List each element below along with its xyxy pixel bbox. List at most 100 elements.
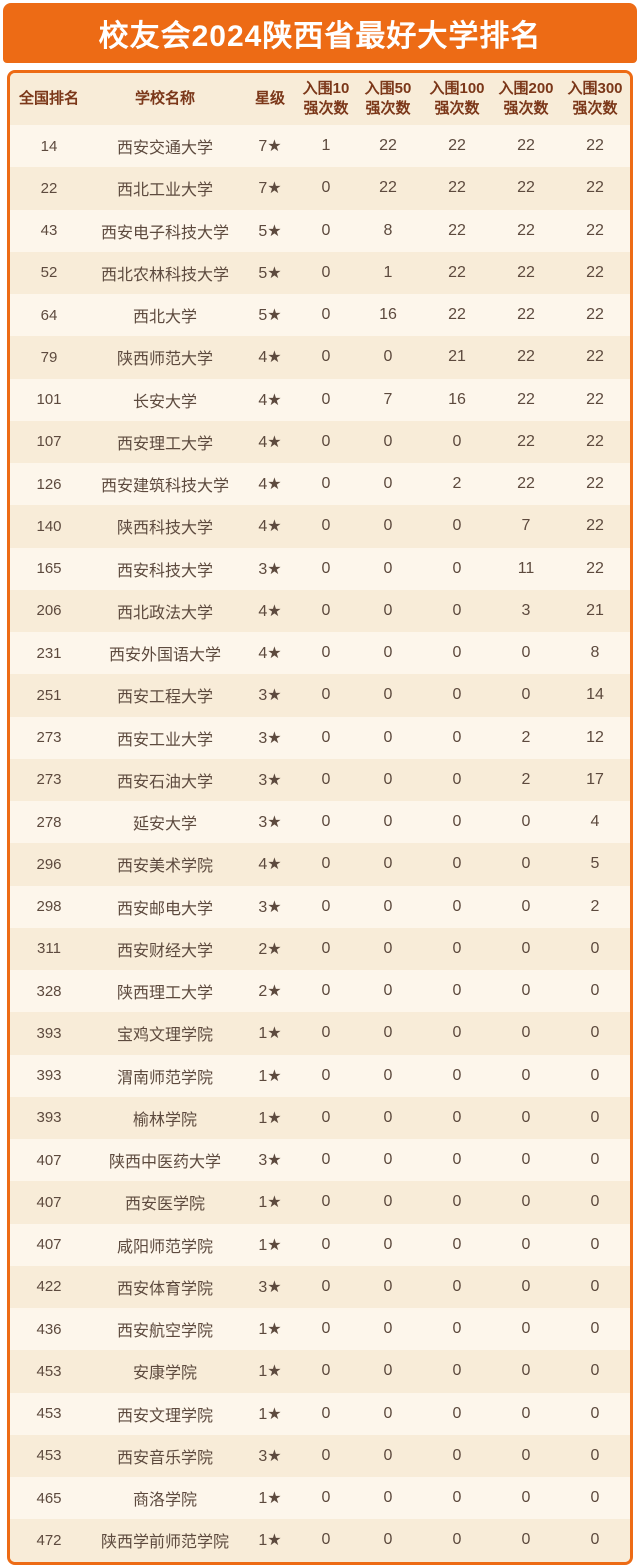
top10-count-cell: 0 (321, 897, 331, 915)
top300-count-cell: 12 (586, 728, 604, 746)
top100-count-cell: 0 (452, 1446, 462, 1464)
school-name-cell: 西安医学院 (124, 1196, 205, 1214)
top10-count-cell: 0 (321, 1320, 331, 1338)
school-name-cell: 西安理工大学 (116, 435, 213, 453)
top50-count-cell: 0 (383, 1446, 393, 1464)
top50-count-cell: 0 (383, 559, 393, 577)
top200-count-cell: 0 (521, 1235, 531, 1253)
column-header-top10-count: 入围10 强次数 (302, 80, 350, 117)
top100-count-cell: 0 (452, 1235, 462, 1253)
school-name-cell: 陕西中医药大学 (108, 1154, 221, 1172)
school-name-cell: 安康学院 (132, 1365, 197, 1383)
star-level-cell: 4★ (258, 518, 282, 536)
star-level-cell: 3★ (258, 729, 282, 747)
star-level-cell: 1★ (258, 1194, 282, 1212)
top50-count-cell: 8 (383, 221, 393, 239)
star-level-cell: 1★ (258, 1109, 282, 1127)
top50-count-cell: 0 (383, 517, 393, 535)
school-name-cell: 榆林学院 (132, 1111, 197, 1129)
column-header-top300-count: 入围300 强次数 (567, 80, 623, 117)
top200-count-cell: 0 (521, 1320, 531, 1338)
top200-count-cell: 22 (517, 432, 535, 450)
top200-count-cell: 0 (521, 644, 531, 662)
star-level-cell: 3★ (258, 1447, 282, 1465)
rank-cell: 273 (36, 771, 62, 789)
top10-count-cell: 0 (321, 1151, 331, 1169)
top300-count-cell: 0 (590, 1235, 600, 1253)
top50-count-cell: 0 (383, 1489, 393, 1507)
top100-count-cell: 0 (452, 432, 462, 450)
rank-cell: 453 (36, 1362, 62, 1380)
top50-count-cell: 0 (383, 686, 393, 704)
top200-count-cell: 22 (517, 179, 535, 197)
top50-count-cell: 0 (383, 475, 393, 493)
top50-count-cell: 0 (383, 1151, 393, 1169)
table-row: 311 西安财经大学 2★ 0 0 0 0 0 (10, 927, 630, 970)
school-name-cell: 西安音乐学院 (116, 1449, 213, 1467)
top200-count-cell: 22 (517, 475, 535, 493)
top100-count-cell: 0 (452, 1151, 462, 1169)
top100-count-cell: 0 (452, 1404, 462, 1422)
top200-count-cell: 3 (521, 601, 531, 619)
top300-count-cell: 0 (590, 1193, 600, 1211)
rank-cell: 407 (36, 1193, 62, 1211)
top200-count-cell: 22 (517, 263, 535, 281)
table-row: 126 西安建筑科技大学 4★ 0 0 2 22 22 (10, 463, 630, 506)
rank-cell: 393 (36, 1067, 62, 1085)
top10-count-cell: 0 (321, 432, 331, 450)
top10-count-cell: 0 (321, 559, 331, 577)
top50-count-cell: 22 (379, 179, 397, 197)
top200-count-cell: 0 (521, 1404, 531, 1422)
top50-count-cell: 0 (383, 1235, 393, 1253)
top200-count-cell: 0 (521, 686, 531, 704)
star-level-cell: 7★ (258, 138, 282, 156)
top100-count-cell: 22 (448, 306, 466, 324)
rank-cell: 231 (36, 644, 62, 662)
rank-cell: 251 (36, 686, 62, 704)
top50-count-cell: 0 (383, 644, 393, 662)
rank-cell: 278 (36, 813, 62, 831)
star-level-cell: 5★ (258, 264, 282, 282)
school-name-cell: 陕西学前师范学院 (100, 1534, 229, 1552)
school-name-cell: 西安电子科技大学 (100, 224, 229, 242)
page-title: 校友会2024陕西省最好大学排名 (98, 20, 542, 53)
star-level-cell: 4★ (258, 349, 282, 367)
star-level-cell: 4★ (258, 433, 282, 451)
top300-count-cell: 0 (590, 1404, 600, 1422)
star-level-cell: 5★ (258, 307, 282, 325)
star-level-cell: 2★ (258, 940, 282, 958)
title-banner: 校友会2024陕西省最好大学排名 (3, 3, 637, 63)
top200-count-cell: 22 (517, 221, 535, 239)
top50-count-cell: 0 (383, 939, 393, 957)
school-name-cell: 宝鸡文理学院 (116, 1027, 213, 1045)
top10-count-cell: 0 (321, 728, 331, 746)
top300-count-cell: 8 (590, 644, 600, 662)
top100-count-cell: 0 (452, 686, 462, 704)
rank-cell: 407 (36, 1151, 62, 1169)
top100-count-cell: 0 (452, 1489, 462, 1507)
school-name-cell: 西北农林科技大学 (100, 266, 229, 284)
column-header-top50-count: 入围50 强次数 (364, 80, 412, 117)
top300-count-cell: 5 (590, 855, 600, 873)
top100-count-cell: 0 (452, 982, 462, 1000)
school-name-cell: 西安财经大学 (116, 942, 213, 960)
star-level-cell: 1★ (258, 1236, 282, 1254)
top200-count-cell: 2 (521, 728, 531, 746)
top10-count-cell: 0 (321, 179, 331, 197)
rank-cell: 453 (36, 1447, 62, 1465)
top200-count-cell: 0 (521, 939, 531, 957)
top300-count-cell: 0 (590, 1446, 600, 1464)
table-row: 298 西安邮电大学 3★ 0 0 0 0 2 (10, 885, 630, 928)
top300-count-cell: 0 (590, 1320, 600, 1338)
table-row: 296 西安美术学院 4★ 0 0 0 0 5 (10, 843, 630, 886)
rank-cell: 101 (36, 391, 62, 409)
top300-count-cell: 0 (590, 1108, 600, 1126)
top10-count-cell: 0 (321, 475, 331, 493)
table-row: 453 西安文理学院 1★ 0 0 0 0 0 (10, 1392, 630, 1435)
table-header-row: 全国排名 学校名称 星级 入围10 强次数 入围50 强次数 入围100 强次数… (10, 73, 630, 125)
table-row: 22 西北工业大学 7★ 0 22 22 22 22 (10, 167, 630, 210)
rank-cell: 296 (36, 855, 62, 873)
school-name-cell: 西安外国语大学 (108, 647, 221, 665)
table-row: 231 西安外国语大学 4★ 0 0 0 0 8 (10, 632, 630, 675)
rank-cell: 107 (36, 433, 62, 451)
